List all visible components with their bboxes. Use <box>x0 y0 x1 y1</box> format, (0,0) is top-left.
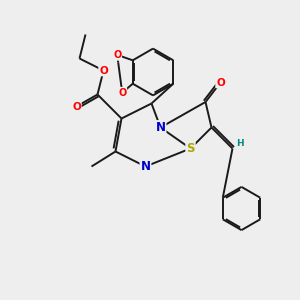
Text: O: O <box>72 101 81 112</box>
Text: H: H <box>236 140 244 148</box>
Text: O: O <box>118 88 126 98</box>
Text: O: O <box>113 50 121 60</box>
Text: O: O <box>216 77 225 88</box>
Text: N: N <box>155 121 166 134</box>
Text: N: N <box>140 160 151 173</box>
Text: O: O <box>99 65 108 76</box>
Text: S: S <box>186 142 195 155</box>
